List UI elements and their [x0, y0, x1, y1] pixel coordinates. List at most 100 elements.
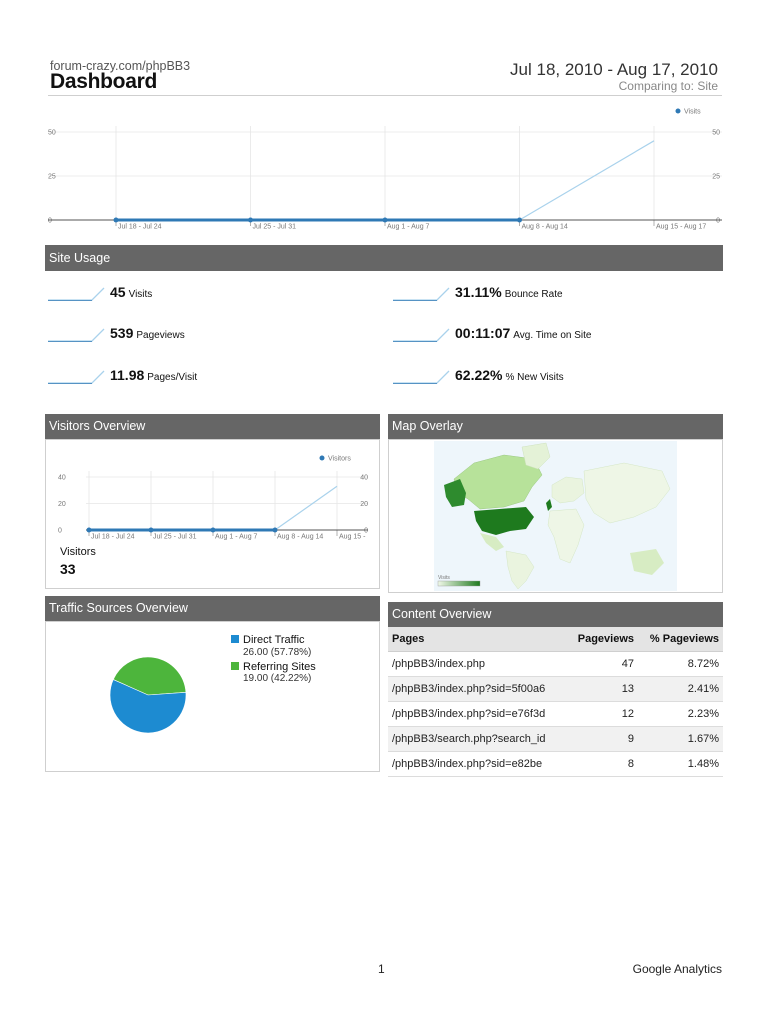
report-header: forum-crazy.com/phpBB3 Dashboard Jul 18,… — [48, 58, 722, 96]
pageviews-cell: 13 — [558, 676, 638, 702]
data-point — [148, 527, 154, 533]
asia-shape — [583, 462, 671, 524]
y-tick-label-left: 0 — [58, 528, 62, 535]
legend-referring-sites: Referring Sites — [231, 661, 316, 673]
data-point — [272, 527, 278, 533]
greenland-shape — [521, 442, 551, 470]
metric-value: 31.11% Bounce Rate — [455, 284, 563, 300]
pageviews-cell: 9 — [558, 726, 638, 752]
metric-label: Visits — [128, 289, 153, 300]
series-line — [519, 140, 655, 221]
visitors-overview-header: Visitors Overview — [45, 414, 380, 439]
y-tick-label-right: 25 — [712, 174, 720, 181]
sparkline — [393, 287, 450, 301]
column-header-pages[interactable]: Pages — [388, 627, 558, 652]
site-name: forum-crazy.com/phpBB3 — [50, 59, 191, 73]
y-tick-label-right: 40 — [360, 475, 368, 482]
sparkline — [48, 328, 105, 342]
pct-cell: 8.72% — [638, 651, 723, 677]
page-cell[interactable]: /phpBB3/index.php?sid=e76f3d — [388, 701, 558, 727]
sparkline-path — [48, 370, 105, 384]
y-tick-label-left: 0 — [48, 218, 52, 225]
south-america-shape — [505, 550, 535, 590]
pct-cell: 1.67% — [638, 726, 723, 752]
data-point — [382, 217, 388, 223]
y-tick-label-left: 25 — [48, 174, 56, 181]
y-tick-label-right: 0 — [716, 218, 720, 225]
y-tick-label-left: 20 — [58, 501, 66, 508]
metric-value: 539 Pageviews — [110, 325, 185, 341]
x-tick-label: Aug 8 - Aug 14 — [522, 224, 568, 231]
traffic-sources-panel — [45, 621, 380, 772]
sparkline — [393, 370, 450, 384]
map-overlay-header: Map Overlay — [388, 414, 723, 439]
table-row: /phpBB3/index.php?sid=e76f3d 12 2.23% — [388, 701, 723, 727]
x-tick-label: Aug 1 - Aug 7 — [215, 534, 258, 541]
y-tick-label-right: 0 — [364, 528, 368, 535]
table-row: /phpBB3/search.php?search_id 9 1.67% — [388, 726, 723, 752]
page-cell[interactable]: /phpBB3/index.php?sid=e82be — [388, 751, 558, 777]
metric-value: 00:11:07 Avg. Time on Site — [455, 325, 592, 341]
data-point — [517, 217, 522, 223]
australia-shape — [630, 549, 664, 575]
traffic-sources-header: Traffic Sources Overview — [45, 596, 380, 621]
table-row: /phpBB3/index.php?sid=e82be 8 1.48% — [388, 751, 723, 777]
visits-line-chart: 50 50 25 25 0 0 Jul 18 - Jul 24 Jul 25 - Jul 31… — [48, 108, 722, 231]
metric-value: 11.98 Pages/Visit — [110, 367, 198, 383]
metric-label: Pageviews — [136, 330, 185, 341]
x-tick-label: Jul 18 - Jul 24 — [118, 224, 162, 231]
sparkline — [48, 370, 105, 384]
traffic-sources-pie — [109, 656, 187, 734]
usa-shape — [474, 507, 534, 535]
metric-label: % New Visits — [505, 372, 564, 383]
column-header-pageviews[interactable]: Pageviews — [558, 627, 638, 652]
data-point — [248, 217, 253, 223]
content-overview-header: Content Overview — [388, 602, 723, 627]
legend-label: Visitors — [328, 456, 351, 463]
date-range[interactable]: Jul 18, 2010 - Aug 17, 2010 — [510, 60, 718, 79]
y-tick-label-right: 20 — [360, 501, 368, 508]
footer-brand: Google Analytics — [632, 962, 722, 976]
legend-detail-direct: 26.00 (57.78%) — [243, 647, 312, 658]
legend-marker — [675, 108, 681, 114]
pie-slice-direct-traffic — [109, 679, 187, 734]
content-overview-table: Pages Pageviews % Pageviews /phpBB3/inde… — [388, 627, 723, 777]
africa-shape — [547, 508, 585, 564]
sparkline — [393, 328, 450, 342]
alaska-shape — [444, 479, 466, 507]
x-tick-label: Jul 25 - Jul 31 — [153, 534, 197, 541]
table-row: /phpBB3/index.php?sid=5f00a6 13 2.41% — [388, 676, 723, 702]
y-tick-label-left: 50 — [48, 130, 56, 137]
x-tick-label: Jul 25 - Jul 31 — [253, 224, 297, 231]
legend-detail-referring: 19.00 (42.22%) — [243, 673, 312, 684]
legend-marker — [319, 455, 325, 461]
legend-label: Visits — [684, 109, 701, 116]
world-map[interactable]: Visits — [434, 441, 677, 591]
page-cell[interactable]: /phpBB3/search.php?search_id — [388, 726, 558, 752]
visitors-label: Visitors — [60, 546, 96, 558]
pageviews-cell: 8 — [558, 751, 638, 777]
y-tick-label-right: 50 — [712, 130, 720, 137]
x-tick-label: Aug 8 - Aug 14 — [277, 534, 323, 541]
column-header-pct-pageviews[interactable]: % Pageviews — [638, 627, 723, 652]
metric-value: 45 Visits — [110, 284, 153, 300]
legend-swatch-direct — [231, 635, 239, 643]
legend-label-direct: Direct Traffic — [243, 634, 305, 646]
sparkline — [48, 287, 105, 301]
visitors-line-chart: 40 40 20 20 0 0 Jul 18 - Jul 24 Jul 25 - Jul 31… — [58, 455, 368, 541]
visitors-overview-panel — [45, 439, 380, 589]
page-cell[interactable]: /phpBB3/index.php?sid=5f00a6 — [388, 676, 558, 702]
data-point — [210, 527, 216, 533]
pageviews-cell: 12 — [558, 701, 638, 727]
sparkline-path — [48, 287, 105, 301]
map-legend-label: Visits — [438, 575, 450, 581]
sparkline-path — [48, 328, 105, 342]
table-row: /phpBB3/index.php 47 8.72% — [388, 651, 723, 677]
page-cell[interactable]: /phpBB3/index.php — [388, 651, 558, 677]
page-title: Dashboard — [50, 70, 157, 93]
y-tick-label-left: 40 — [58, 475, 66, 482]
legend-label-referring: Referring Sites — [243, 661, 316, 673]
site-usage-header: Site Usage — [45, 245, 723, 271]
legend-direct-traffic: Direct Traffic — [231, 634, 305, 646]
metric-label: Bounce Rate — [504, 289, 563, 300]
